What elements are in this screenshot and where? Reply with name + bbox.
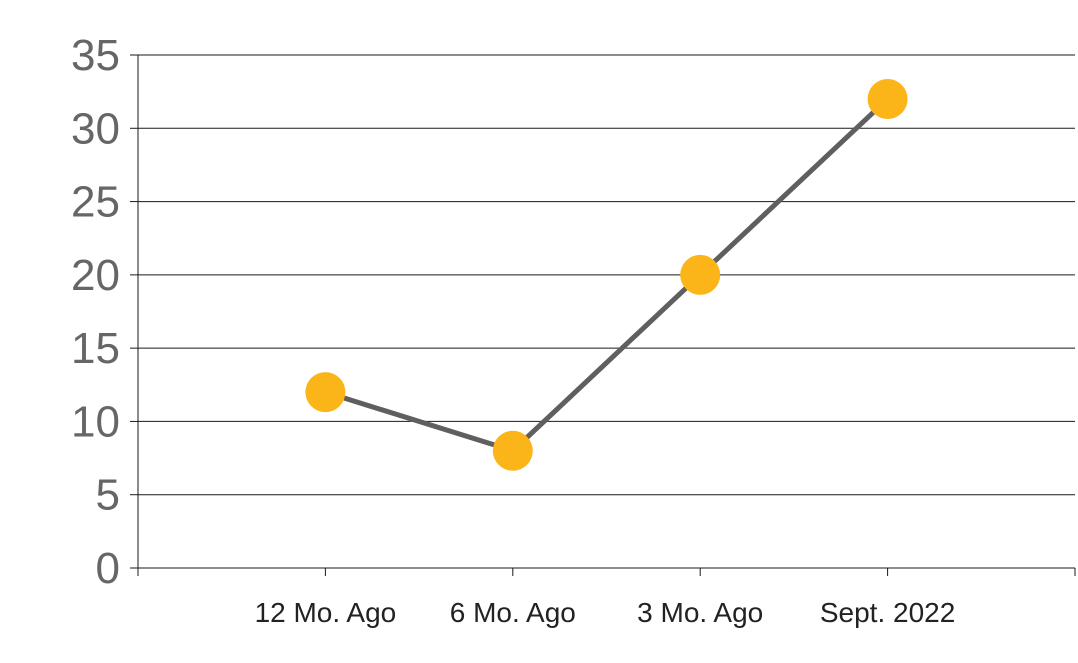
x-tick-label: 12 Mo. Ago bbox=[255, 597, 397, 628]
data-series bbox=[305, 78, 908, 471]
data-point-2 bbox=[492, 430, 533, 471]
y-tick-label: 20 bbox=[71, 251, 120, 300]
y-tick-label: 25 bbox=[71, 178, 120, 227]
y-tick-label: 5 bbox=[96, 471, 120, 520]
x-axis-tick-labels: 12 Mo. Ago 6 Mo. Ago 3 Mo. Ago Sept. 2022 bbox=[255, 597, 956, 628]
y-tick-label: 0 bbox=[96, 544, 120, 593]
gridlines bbox=[138, 54, 1075, 496]
y-tick-label: 30 bbox=[71, 104, 120, 153]
y-axis-tick-labels: 0 5 10 15 20 25 30 35 bbox=[71, 31, 120, 593]
data-point-1 bbox=[305, 372, 346, 413]
axes bbox=[130, 54, 1076, 576]
y-tick-label: 10 bbox=[71, 397, 120, 446]
x-tick-label: Sept. 2022 bbox=[820, 597, 955, 628]
x-tick-label: 3 Mo. Ago bbox=[637, 597, 763, 628]
data-point-4 bbox=[867, 78, 908, 119]
series-line bbox=[324, 97, 890, 454]
data-point-3 bbox=[680, 254, 721, 295]
y-tick-label: 35 bbox=[71, 31, 120, 80]
y-tick-label: 15 bbox=[71, 324, 120, 373]
x-tick-label: 6 Mo. Ago bbox=[450, 597, 576, 628]
